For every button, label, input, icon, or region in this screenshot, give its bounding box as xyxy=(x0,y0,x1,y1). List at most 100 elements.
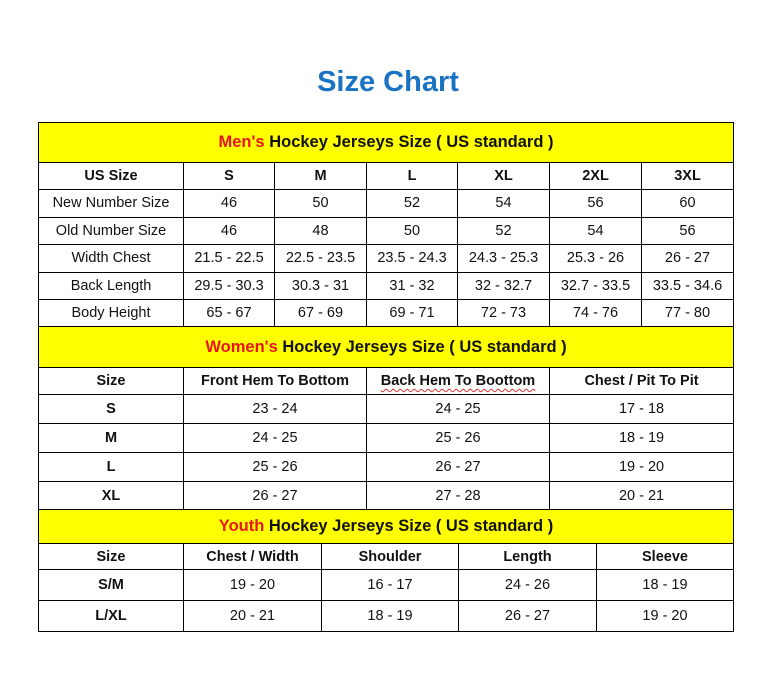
column-header-row: Size Chest / Width Shoulder Length Sleeve xyxy=(38,543,735,570)
row-label: Body Height xyxy=(38,299,184,328)
womens-size-table: Women's Hockey Jerseys Size ( US standar… xyxy=(37,326,735,511)
table-row: XL 26 - 27 27 - 28 20 - 21 xyxy=(38,481,735,511)
row-label: S xyxy=(38,394,184,424)
youth-size-table: Youth Hockey Jerseys Size ( US standard … xyxy=(37,509,735,632)
table-cell: 50 xyxy=(274,189,367,218)
table-cell: 23.5 - 24.3 xyxy=(366,244,458,273)
table-cell: 67 - 69 xyxy=(274,299,367,328)
column-header: Front Hem To Bottom xyxy=(183,367,367,395)
table-cell: 18 - 19 xyxy=(595,569,735,601)
column-header: Chest / Pit To Pit xyxy=(548,367,735,395)
table-cell: 33.5 - 34.6 xyxy=(641,271,734,300)
table-cell: 23 - 24 xyxy=(183,394,367,424)
column-header-row: US Size S M L XL 2XL 3XL xyxy=(38,162,734,190)
table-cell: 24.3 - 25.3 xyxy=(457,244,550,273)
column-header: Size xyxy=(38,543,184,570)
mens-size-table: Men's Hockey Jerseys Size ( US standard … xyxy=(38,122,734,328)
column-header: Size xyxy=(38,367,184,395)
column-header-text: S xyxy=(224,168,234,184)
table-cell: 77 - 80 xyxy=(641,299,734,328)
table-cell: 29.5 - 30.3 xyxy=(183,271,275,300)
table-cell: 24 - 25 xyxy=(183,423,367,453)
table-cell: 31 - 32 xyxy=(366,271,458,300)
column-header: Chest / Width xyxy=(183,543,322,570)
table-cell: 27 - 28 xyxy=(366,481,550,511)
table-cell: 50 xyxy=(366,216,458,245)
column-header-text: L xyxy=(407,168,417,184)
table-row: Body Height 65 - 67 67 - 69 69 - 71 72 - 73 7… xyxy=(38,299,734,328)
column-header-text: Front Hem To Bottom xyxy=(201,373,349,389)
column-header-text: M xyxy=(314,168,327,184)
table-cell: 18 - 19 xyxy=(321,600,459,632)
column-header: XL xyxy=(457,162,550,190)
table-cell: 20 - 21 xyxy=(183,600,322,632)
table-cell: 17 - 18 xyxy=(548,394,735,424)
row-label: L/XL xyxy=(38,600,184,632)
column-header: Shoulder xyxy=(321,543,459,570)
table-cell: 24 - 26 xyxy=(458,569,597,601)
table-cell: 52 xyxy=(457,216,550,245)
table-cell: 52 xyxy=(366,189,458,218)
column-header: Sleeve xyxy=(595,543,735,570)
table-cell: 19 - 20 xyxy=(183,569,322,601)
table-cell: 32.7 - 33.5 xyxy=(549,271,642,300)
column-header-row: Size Front Hem To Bottom Back Hem To Boott… xyxy=(38,367,735,395)
column-header-text: Chest / Pit To Pit xyxy=(584,373,699,389)
column-header-text: US Size xyxy=(84,168,138,184)
table-cell: 18 - 19 xyxy=(548,423,735,453)
table-cell: 20 - 21 xyxy=(548,481,735,511)
column-header: L xyxy=(366,162,458,190)
column-header-text: 3XL xyxy=(674,168,701,184)
table-cell: 30.3 - 31 xyxy=(274,271,367,300)
women-title: Hockey Jerseys Size ( US standard ) xyxy=(277,337,567,356)
men-section-header: Men's Hockey Jerseys Size ( US standard … xyxy=(38,122,734,163)
column-header-text: Shoulder xyxy=(358,548,422,565)
column-header: Back Hem To Boottom xyxy=(366,367,550,395)
column-header-text: Chest / Width xyxy=(206,548,299,565)
women-section-header: Women's Hockey Jerseys Size ( US standar… xyxy=(37,326,735,368)
table-row: S 23 - 24 24 - 25 17 - 18 xyxy=(38,394,735,424)
table-row: New Number Size 46 50 52 54 56 60 xyxy=(38,189,734,218)
table-cell: 26 - 27 xyxy=(366,452,550,482)
table-cell: 46 xyxy=(183,216,275,245)
column-header-text: Size xyxy=(96,373,126,389)
table-cell: 54 xyxy=(549,216,642,245)
column-header-text: Back Hem To Boottom xyxy=(380,373,536,389)
table-row: L/XL 20 - 21 18 - 19 26 - 27 19 - 20 xyxy=(38,600,735,632)
column-header-text: Sleeve xyxy=(642,548,688,565)
table-cell: 65 - 67 xyxy=(183,299,275,328)
row-label: S/M xyxy=(38,569,184,601)
column-header: Length xyxy=(458,543,597,570)
table-row: Old Number Size 46 48 50 52 54 56 xyxy=(38,216,734,245)
column-header: 2XL xyxy=(549,162,642,190)
row-label: L xyxy=(38,452,184,482)
row-label: Width Chest xyxy=(38,244,184,273)
table-cell: 26 - 27 xyxy=(458,600,597,632)
page-title: Size Chart xyxy=(317,66,459,98)
table-cell: 25.3 - 26 xyxy=(549,244,642,273)
men-title: Hockey Jerseys Size ( US standard ) xyxy=(264,133,554,151)
table-row: L 25 - 26 26 - 27 19 - 20 xyxy=(38,452,735,482)
row-label: XL xyxy=(38,481,184,511)
column-header-text: Size xyxy=(96,548,126,565)
table-cell: 25 - 26 xyxy=(366,423,550,453)
column-header: M xyxy=(274,162,367,190)
row-label: Old Number Size xyxy=(38,216,184,245)
table-cell: 74 - 76 xyxy=(549,299,642,328)
table-cell: 48 xyxy=(274,216,367,245)
table-cell: 60 xyxy=(641,189,734,218)
table-row: Back Length 29.5 - 30.3 30.3 - 31 31 - 32 32… xyxy=(38,271,734,300)
men-label: Men's xyxy=(218,133,265,151)
women-label: Women's xyxy=(205,337,278,356)
youth-section-header: Youth Hockey Jerseys Size ( US standard … xyxy=(37,509,735,544)
row-label: Back Length xyxy=(38,271,184,300)
column-header: US Size xyxy=(38,162,184,190)
column-header-text: XL xyxy=(494,168,513,184)
table-cell: 54 xyxy=(457,189,550,218)
row-label: M xyxy=(38,423,184,453)
table-cell: 22.5 - 23.5 xyxy=(274,244,367,273)
youth-title: Hockey Jerseys Size ( US standard ) xyxy=(264,517,554,535)
table-cell: 72 - 73 xyxy=(457,299,550,328)
table-cell: 25 - 26 xyxy=(183,452,367,482)
table-cell: 69 - 71 xyxy=(366,299,458,328)
